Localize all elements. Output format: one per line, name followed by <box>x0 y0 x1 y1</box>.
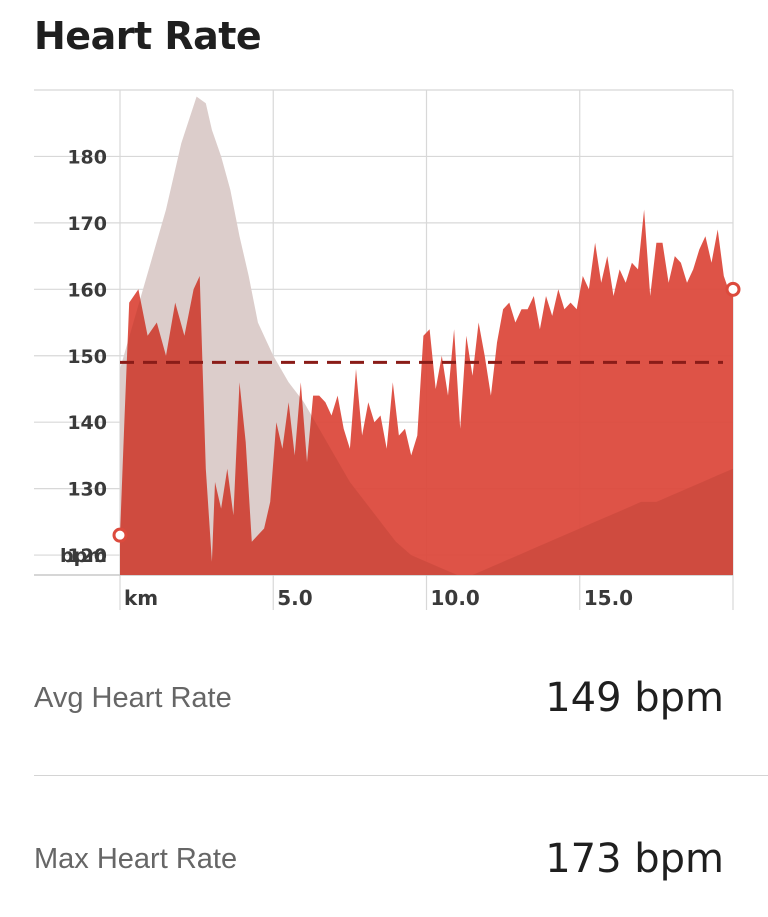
max-heart-rate-row: Max Heart Rate 173 bpm <box>34 829 724 889</box>
endpoint-markers <box>112 281 741 543</box>
max-heart-rate-label: Max Heart Rate <box>34 842 238 875</box>
x-axis-label: km <box>124 586 158 610</box>
y-axis-label: bpm <box>60 545 107 567</box>
y-tick-label-140: 140 <box>67 412 107 434</box>
y-tick-label-120: 120 <box>67 545 107 567</box>
x-tick-label-15.0: 15.0 <box>584 586 633 610</box>
heart-rate-series <box>120 209 733 575</box>
elevation-series <box>120 96 733 575</box>
avg-heart-rate-label: Avg Heart Rate <box>34 681 232 714</box>
divider <box>34 775 768 776</box>
y-tick-label-170: 170 <box>67 213 107 235</box>
start-marker <box>112 527 128 543</box>
x-tick-label-10.0: 10.0 <box>431 586 480 610</box>
x-tick-label-5.0: 5.0 <box>277 586 312 610</box>
y-tick-label-180: 180 <box>67 146 107 168</box>
y-tick-label-160: 160 <box>67 279 107 301</box>
y-tick-label-150: 150 <box>67 346 107 368</box>
avg-heart-rate-value: 149 bpm <box>545 675 724 721</box>
elevation-area <box>120 96 733 575</box>
max-heart-rate-value: 173 bpm <box>545 836 724 882</box>
y-tick-label-130: 130 <box>67 479 107 501</box>
avg-heart-rate-row: Avg Heart Rate 149 bpm <box>34 668 724 728</box>
elevation-overlay <box>120 96 733 575</box>
heart-rate-area <box>120 96 733 575</box>
page-title: Heart Rate <box>34 14 262 58</box>
end-marker <box>725 281 741 297</box>
